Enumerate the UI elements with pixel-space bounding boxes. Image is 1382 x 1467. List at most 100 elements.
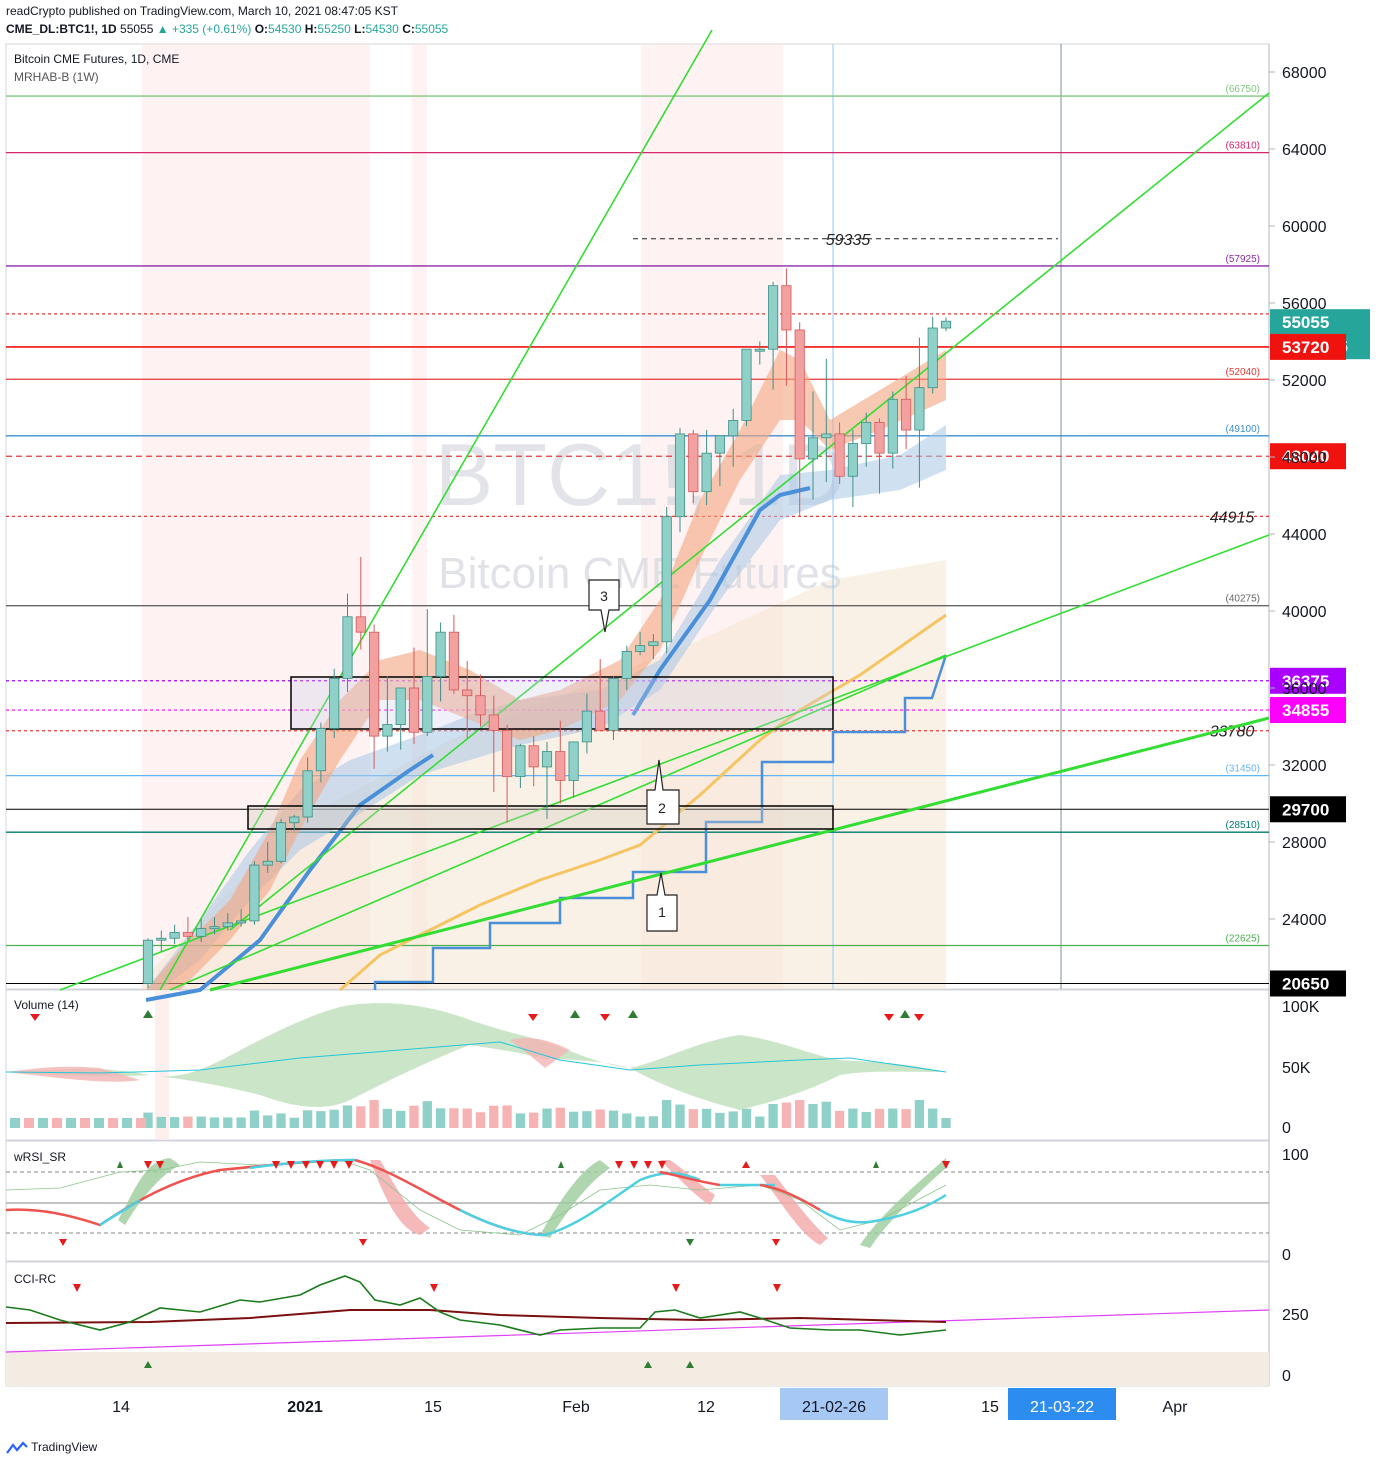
- candle-body-14: [329, 677, 340, 729]
- candle-body-21: [422, 676, 433, 733]
- candle-body-13: [315, 728, 326, 772]
- volume-bar-59: [928, 1108, 938, 1128]
- price-change: ▲ +335 (+0.61%): [156, 22, 252, 36]
- rsi-panel-title: wRSI_SR: [14, 1150, 67, 1164]
- candle-body-42: [701, 452, 712, 493]
- candle-body-24: [462, 689, 473, 697]
- volume-bar-35: [608, 1110, 619, 1128]
- volume-bar-early-6: [94, 1118, 104, 1128]
- price-tick-40000: 40000: [1282, 604, 1327, 621]
- level-label-2: (57925): [1226, 254, 1260, 265]
- ohlc-open-key: O:: [254, 22, 269, 36]
- level-label-4: (49100): [1226, 424, 1260, 435]
- rsi-tick-0: 0: [1282, 1247, 1291, 1264]
- candle-body-39: [661, 516, 672, 643]
- price-badge-53720: 53720: [1282, 338, 1329, 357]
- volume-bar-8: [249, 1110, 260, 1128]
- volume-bar-early-8: [122, 1118, 132, 1128]
- level-label-7: (28510): [1226, 820, 1260, 831]
- price-tick-44000: 44000: [1282, 527, 1327, 544]
- volume-bar-11: [289, 1117, 299, 1128]
- symbol-label: CME_DL:BTC1!, 1D: [6, 22, 117, 36]
- ohlc-low-key: L:: [354, 22, 366, 36]
- candle-body-2: [169, 932, 180, 939]
- volume-bar-27: [502, 1105, 512, 1128]
- volume-bar-41: [688, 1109, 698, 1128]
- indicator-name: MRHAB-B (1W): [14, 70, 99, 84]
- candle-body-46: [754, 348, 765, 352]
- volume-bar-55: [874, 1108, 885, 1128]
- volume-bar-60: [941, 1117, 951, 1128]
- volume-bar-4: [196, 1116, 206, 1128]
- price-tick-56000: 56000: [1282, 296, 1327, 313]
- price-badge-bg-34855: [1270, 697, 1346, 724]
- price-tick-36000: 36000: [1282, 681, 1327, 698]
- x-tick-15b: 15: [981, 1399, 999, 1416]
- candle-body-12: [302, 770, 313, 818]
- candles: [142, 268, 952, 989]
- main-chart-title: Bitcoin CME Futures, 1D, CME: [14, 52, 180, 66]
- volume-bar-20: [409, 1105, 419, 1128]
- volume-bar-57: [901, 1109, 911, 1128]
- svg-text:2: 2: [658, 800, 666, 816]
- candle-body-55: [874, 421, 885, 454]
- x-tick-date-mar22: 21-03-22: [1030, 1399, 1094, 1416]
- callout-2: 2: [646, 759, 680, 825]
- volume-bar-14: [329, 1109, 339, 1128]
- candle-body-35: [608, 677, 619, 731]
- volume-bar-32: [568, 1111, 579, 1128]
- cci-tick-250: 250: [1282, 1307, 1309, 1324]
- price-badge-36375: 36375: [1282, 672, 1329, 691]
- candle-body-38: [648, 641, 659, 647]
- candle-body-53: [847, 443, 858, 477]
- volume-bar-early-3: [52, 1118, 62, 1128]
- volume-bar-38: [648, 1116, 659, 1128]
- level-label-6: (31450): [1226, 764, 1260, 775]
- watermark-name: Bitcoin CME Futures: [438, 549, 841, 598]
- price-tick-68000: 68000: [1282, 65, 1327, 82]
- volume-bar-31: [555, 1107, 565, 1128]
- candle-body-0: [142, 939, 154, 984]
- price-badge-34855: 34855: [1282, 701, 1329, 720]
- candle-body-22: [435, 631, 446, 677]
- candle-body-45: [741, 348, 752, 421]
- candle-body-7: [236, 920, 247, 924]
- candle-body-32: [568, 741, 579, 781]
- ohlc-low-val: 54530: [365, 22, 399, 36]
- price-badge-bg-20650: [1270, 970, 1346, 997]
- x-tick-12: 12: [697, 1399, 715, 1416]
- volume-bar-51: [821, 1101, 831, 1128]
- candle-body-43: [714, 435, 725, 454]
- svg-text:3: 3: [600, 588, 608, 604]
- ohlc-close-val: 55055: [414, 22, 449, 36]
- candle-body-44: [728, 420, 739, 437]
- candle-body-5: [209, 926, 220, 930]
- volume-bar-2: [169, 1117, 180, 1128]
- volume-bar-43: [715, 1112, 725, 1128]
- price-badge-20650: 20650: [1282, 974, 1329, 993]
- x-tick-2021: 2021: [287, 1399, 323, 1416]
- candle-body-29: [528, 745, 539, 768]
- volume-bar-53: [848, 1108, 858, 1128]
- price-tick-52000: 52000: [1282, 373, 1327, 390]
- candle-body-16: [355, 616, 366, 633]
- price-badge-29700: 29700: [1282, 800, 1329, 819]
- candle-body-33: [581, 710, 592, 743]
- annotation-59335: 59335: [826, 232, 871, 249]
- volume-bar-47: [768, 1104, 778, 1128]
- volume-bar-56: [888, 1108, 898, 1128]
- x-tick-apr: Apr: [1163, 1399, 1189, 1416]
- volume-bar-29: [529, 1112, 539, 1128]
- candle-body-25: [475, 695, 486, 716]
- volume-bar-24: [462, 1108, 472, 1128]
- candle-body-30: [541, 751, 553, 768]
- cci-tick-0: 0: [1282, 1368, 1291, 1385]
- volume-bar-22: [435, 1108, 446, 1128]
- volume-bar-6: [223, 1117, 233, 1128]
- volume-bar-44: [728, 1111, 738, 1128]
- date-highlight-feb26: [780, 1388, 888, 1420]
- candle-body-59: [927, 327, 938, 389]
- cci-panel: [5, 1275, 1270, 1368]
- volume-bar-17: [369, 1100, 379, 1128]
